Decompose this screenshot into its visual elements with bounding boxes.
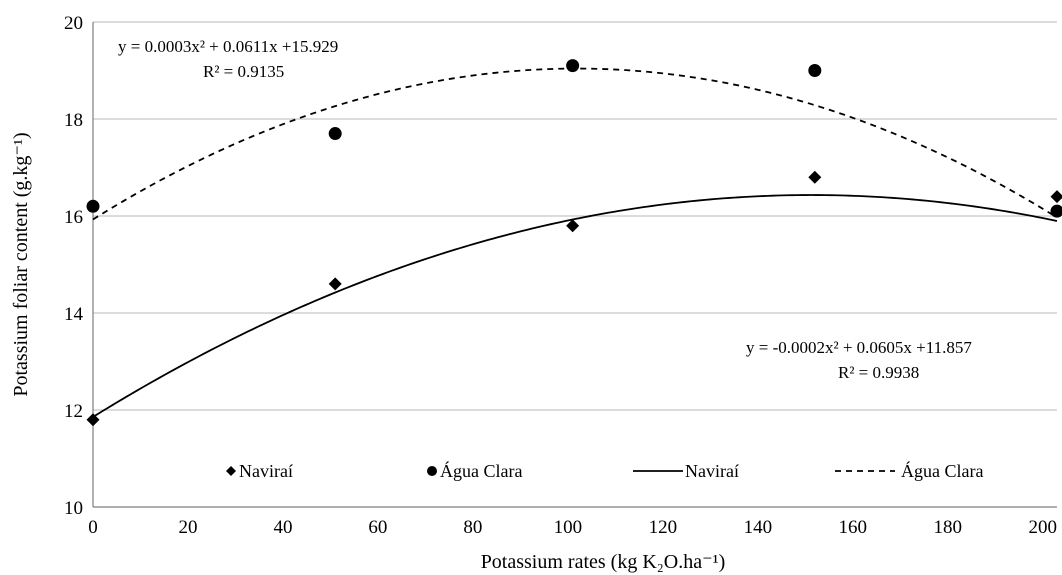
y-tick-label-16: 16 — [64, 207, 83, 228]
point-agua-clara-152 — [808, 64, 822, 77]
point-navirai-51 — [328, 277, 342, 291]
x-tick-label-20: 20 — [178, 517, 197, 538]
equation-navirai: y = -0.0002x² + 0.0605x +11.857 R² = 0.9… — [746, 338, 972, 382]
equation-agua-clara-formula: y = 0.0003x² + 0.0611x +15.929 — [118, 37, 338, 56]
point-agua-clara-101 — [566, 59, 580, 73]
equation-navirai-formula: y = -0.0002x² + 0.0605x +11.857 — [746, 338, 972, 357]
legend-label-navirai-trend: Naviraí — [685, 461, 739, 481]
legend-marker-agua-clara — [427, 466, 437, 476]
legend-marker-navirai — [226, 466, 236, 476]
y-tick-label-20: 20 — [64, 13, 83, 34]
point-navirai-0 — [86, 413, 100, 427]
y-tick-label-14: 14 — [64, 304, 84, 325]
legend-label-agua-clara-points: Água Clara — [440, 460, 522, 481]
point-navirai-101 — [566, 219, 580, 233]
point-navirai-203 — [1050, 190, 1062, 204]
trendline-navirai — [92, 194, 1058, 418]
x-tick-label-40: 40 — [273, 517, 292, 538]
y-tick-label-12: 12 — [64, 401, 83, 422]
gridlines — [93, 21, 1057, 411]
axes — [92, 22, 1057, 508]
equation-agua-clara-r2: R² = 0.9135 — [203, 62, 284, 81]
legend-label-agua-clara-trend: Água Clara — [901, 460, 983, 481]
x-tick-label-180: 180 — [934, 517, 963, 538]
x-tick-label-200: 200 — [1029, 517, 1058, 538]
equation-agua-clara: y = 0.0003x² + 0.0611x +15.929 R² = 0.91… — [118, 37, 338, 81]
x-tick-label-80: 80 — [463, 517, 482, 538]
x-tick-label-0: 0 — [88, 517, 98, 538]
equation-navirai-r2: R² = 0.9938 — [838, 363, 919, 382]
point-agua-clara-51 — [328, 127, 342, 141]
legend: Naviraí Água Clara Naviraí Água Clara — [226, 460, 983, 481]
trendline-agua-clara — [92, 67, 1058, 221]
x-tick-label-160: 160 — [839, 517, 868, 538]
x-tick-label-60: 60 — [368, 517, 387, 538]
x-tick-label-100: 100 — [554, 517, 583, 538]
legend-label-navirai-points: Naviraí — [239, 461, 293, 481]
y-tick-label-10: 10 — [64, 498, 83, 519]
point-agua-clara-0 — [86, 199, 100, 213]
x-tick-label-140: 140 — [744, 517, 773, 538]
x-axis-title: Potassium rates (kg K₂O.ha⁻¹) — [481, 551, 726, 573]
point-agua-clara-203 — [1050, 204, 1062, 218]
x-tick-label-120: 120 — [649, 517, 678, 538]
y-tick-label-18: 18 — [64, 110, 83, 131]
y-axis-title: Potassium foliar content (g.kg⁻¹) — [10, 132, 32, 396]
data-points — [86, 59, 1062, 427]
point-navirai-152 — [808, 170, 822, 184]
